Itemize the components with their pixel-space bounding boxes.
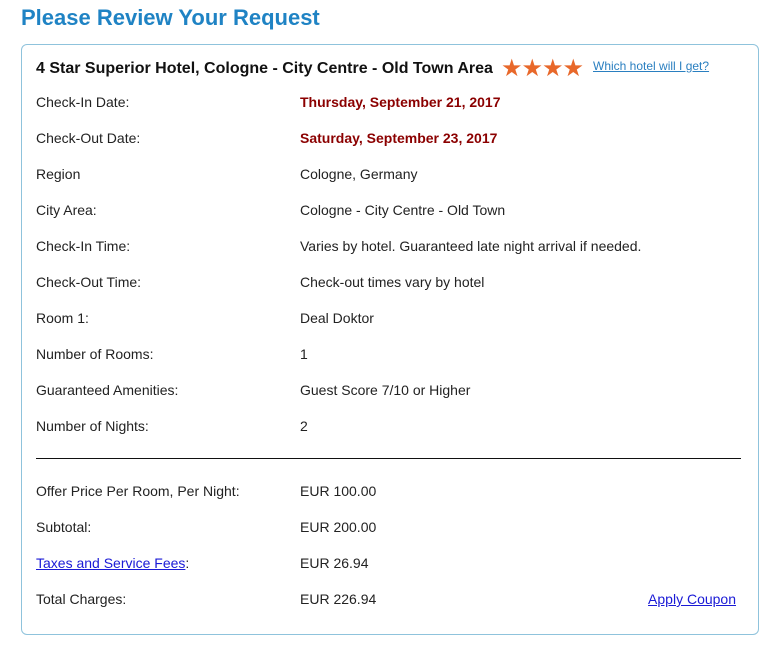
- detail-value: 2: [300, 418, 308, 434]
- taxes-fees-link[interactable]: Taxes and Service Fees: [36, 555, 186, 571]
- detail-value: Thursday, September 21, 2017: [300, 94, 501, 110]
- detail-row-checkout-date: Check-Out Date: Saturday, September 23, 2…: [36, 120, 744, 156]
- hotel-header: 4 Star Superior Hotel, Cologne - City Ce…: [36, 57, 709, 81]
- price-row-taxes: Taxes and Service Fees: EUR 26.94: [36, 545, 744, 581]
- review-panel: 4 Star Superior Hotel, Cologne - City Ce…: [21, 44, 759, 635]
- label-colon: :: [185, 555, 190, 571]
- which-hotel-link[interactable]: Which hotel will I get?: [593, 59, 710, 73]
- detail-row-room: Room 1: Deal Doktor: [36, 300, 744, 336]
- detail-label: Guaranteed Amenities:: [36, 382, 179, 398]
- detail-row-region: Region Cologne, Germany: [36, 156, 744, 192]
- star-rating-icon: ★★★★: [500, 55, 584, 82]
- detail-label: Check-Out Time:: [36, 274, 142, 290]
- price-label: Subtotal:: [36, 519, 92, 535]
- detail-row-amenities: Guaranteed Amenities: Guest Score 7/10 or…: [36, 372, 744, 408]
- detail-label: City Area:: [36, 202, 97, 218]
- detail-row-checkout-time: Check-Out Time: Check-out times vary by h…: [36, 264, 744, 300]
- price-row-total: Total Charges: EUR 226.94 Apply Coupon: [36, 581, 744, 617]
- price-value: EUR 100.00: [300, 483, 377, 499]
- detail-value: Guest Score 7/10 or Higher: [300, 382, 471, 398]
- apply-coupon-link[interactable]: Apply Coupon: [648, 591, 736, 607]
- detail-value: Deal Doktor: [300, 310, 374, 326]
- price-value: EUR 200.00: [300, 519, 377, 535]
- divider: [36, 458, 741, 459]
- detail-label: Check-In Date:: [36, 94, 130, 110]
- detail-row-checkin-time: Check-In Time: Varies by hotel. Guarantee…: [36, 228, 744, 264]
- price-value: EUR 26.94: [300, 555, 369, 571]
- detail-row-city-area: City Area: Cologne - City Centre - Old To…: [36, 192, 744, 228]
- price-value: EUR 226.94: [300, 591, 377, 607]
- price-row-offer: Offer Price Per Room, Per Night: EUR 100.…: [36, 473, 744, 509]
- detail-value: Varies by hotel. Guaranteed late night a…: [300, 238, 642, 254]
- detail-value: Cologne - City Centre - Old Town: [300, 202, 506, 218]
- price-label: Taxes and Service Fees:: [36, 545, 189, 581]
- price-label: Total Charges:: [36, 591, 127, 607]
- detail-label: Number of Nights:: [36, 418, 149, 434]
- detail-label: Check-In Time:: [36, 238, 131, 254]
- price-label: Offer Price Per Room, Per Night:: [36, 483, 240, 499]
- hotel-name: 4 Star Superior Hotel, Cologne - City Ce…: [36, 60, 493, 77]
- page-title: Please Review Your Request: [21, 5, 320, 30]
- detail-value: Saturday, September 23, 2017: [300, 130, 498, 146]
- detail-value: Cologne, Germany: [300, 166, 418, 182]
- detail-label: Check-Out Date:: [36, 130, 141, 146]
- detail-value: Check-out times vary by hotel: [300, 274, 485, 290]
- detail-row-nights: Number of Nights: 2: [36, 408, 744, 444]
- price-row-subtotal: Subtotal: EUR 200.00: [36, 509, 744, 545]
- detail-value: 1: [300, 346, 308, 362]
- detail-label: Region: [36, 166, 81, 182]
- detail-row-checkin-date: Check-In Date: Thursday, September 21, 20…: [36, 84, 744, 120]
- detail-label: Number of Rooms:: [36, 346, 154, 362]
- detail-row-number-of-rooms: Number of Rooms: 1: [36, 336, 744, 372]
- detail-label: Room 1:: [36, 310, 89, 326]
